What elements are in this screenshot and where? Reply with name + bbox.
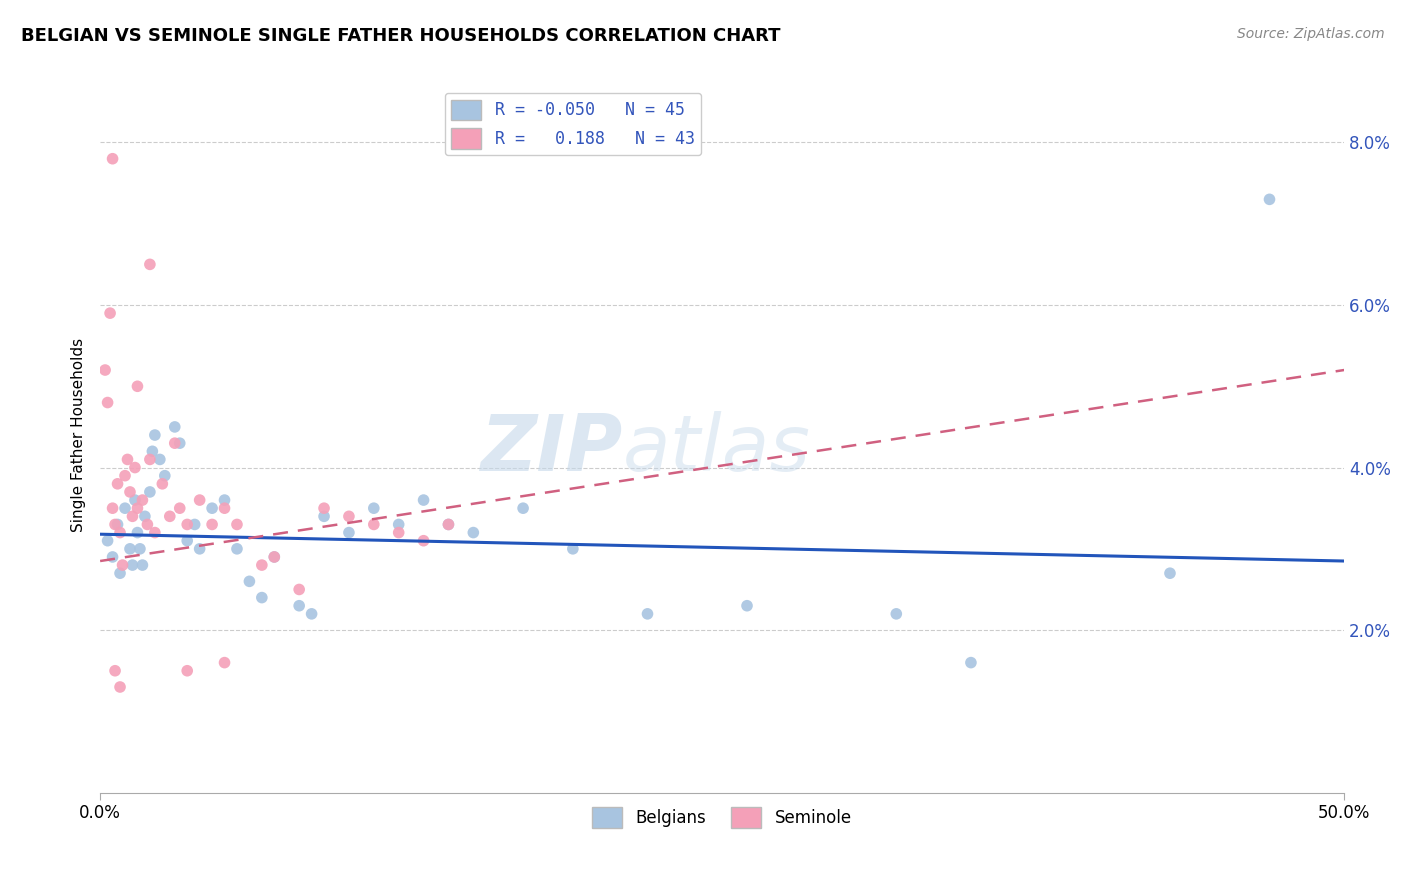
Point [118,541,141,556]
Point [114,468,136,483]
Point [337,525,360,540]
Point [139,452,162,467]
Point [131,558,153,573]
Point [169,436,191,450]
Text: atlas: atlas [623,411,810,487]
Point [124,493,146,508]
Point [127,525,149,540]
Point [363,517,385,532]
Point [141,444,163,458]
Point [139,257,162,271]
Point [637,607,659,621]
Point [263,549,285,564]
Point [127,379,149,393]
Point [139,485,162,500]
Point [97,533,120,548]
Point [149,452,172,467]
Point [121,558,143,573]
Point [960,656,983,670]
Point [101,152,124,166]
Point [107,517,129,532]
Point [124,460,146,475]
Point [108,680,131,694]
Point [388,525,411,540]
Point [214,501,236,516]
Point [201,517,224,532]
Point [104,664,127,678]
Point [97,395,120,409]
Point [108,566,131,581]
Point [176,517,198,532]
Text: ZIP: ZIP [481,411,623,487]
Text: BELGIAN VS SEMINOLE SINGLE FATHER HOUSEHOLDS CORRELATION CHART: BELGIAN VS SEMINOLE SINGLE FATHER HOUSEH… [21,27,780,45]
Point [561,541,583,556]
Point [226,541,249,556]
Point [388,517,411,532]
Point [121,509,143,524]
Point [884,607,907,621]
Point [108,525,131,540]
Point [226,517,249,532]
Point [163,436,186,450]
Point [463,525,485,540]
Point [107,476,129,491]
Point [312,501,335,516]
Point [94,363,117,377]
Point [131,493,153,508]
Point [250,591,273,605]
Point [288,599,311,613]
Point [101,501,124,516]
Point [117,452,139,467]
Point [143,525,166,540]
Point [136,517,159,532]
Point [263,549,285,564]
Point [176,664,198,678]
Point [143,428,166,442]
Y-axis label: Single Father Households: Single Father Households [72,338,86,533]
Point [735,599,758,613]
Point [301,607,323,621]
Text: Source: ZipAtlas.com: Source: ZipAtlas.com [1237,27,1385,41]
Point [159,509,181,524]
Point [363,501,385,516]
Point [134,509,156,524]
Point [163,420,186,434]
Point [1258,192,1281,206]
Point [188,541,211,556]
Point [214,493,236,508]
Point [337,509,360,524]
Point [312,509,335,524]
Legend: Belgians, Seminole: Belgians, Seminole [586,801,859,834]
Point [412,493,434,508]
Point [437,517,460,532]
Point [288,582,311,597]
Point [104,517,127,532]
Point [250,558,273,573]
Point [176,533,198,548]
Point [238,574,260,589]
Point [153,468,176,483]
Point [437,517,460,532]
Point [98,306,121,320]
Point [188,493,211,508]
Point [129,541,152,556]
Point [214,656,236,670]
Point [201,501,224,516]
Point [101,549,124,564]
Point [114,501,136,516]
Point [127,501,149,516]
Point [1159,566,1181,581]
Point [150,476,173,491]
Point [412,533,434,548]
Point [169,501,191,516]
Point [111,558,134,573]
Point [183,517,205,532]
Point [512,501,534,516]
Point [118,485,141,500]
